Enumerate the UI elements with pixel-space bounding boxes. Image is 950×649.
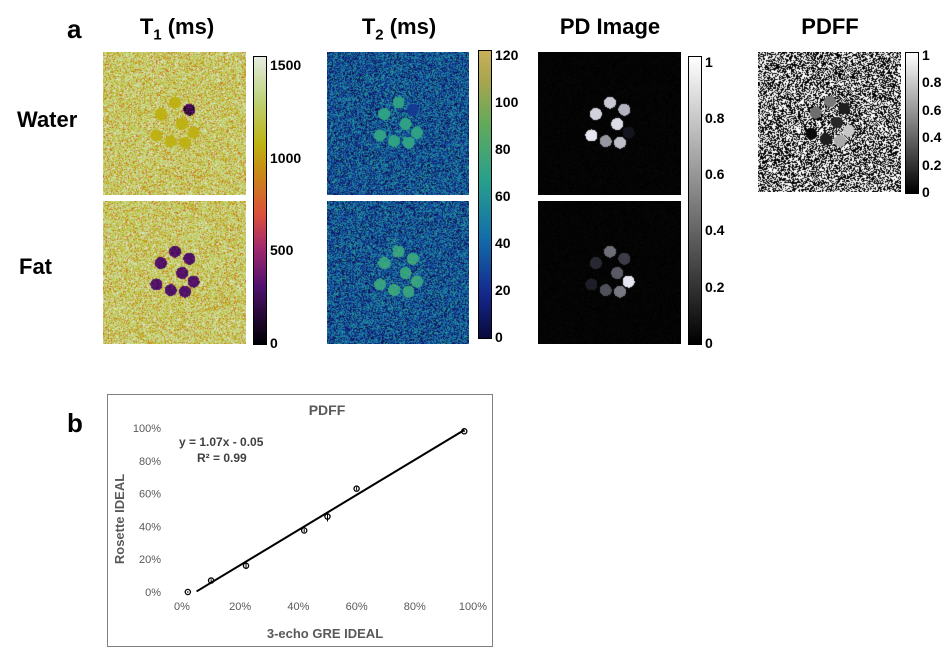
pd-colorbar-tick-label: 0.8 <box>705 109 725 126</box>
point-marker <box>353 485 360 492</box>
pd-colorbar-tick-label: 0.2 <box>705 278 725 295</box>
pdff-colorbar-tick-label: 0.6 <box>922 101 942 118</box>
t1-fat-map <box>103 201 246 344</box>
data-point <box>353 485 360 492</box>
data-point <box>300 527 308 534</box>
x-axis-label: 3-echo GRE IDEAL <box>267 626 383 641</box>
pdff-map <box>758 52 901 192</box>
y-axis-label: Rosette IDEAL <box>112 474 127 564</box>
col-title-pd: PD Image <box>559 14 661 39</box>
pdff-colorbar-tick-label: 1 <box>922 46 930 63</box>
t2-colorbar-tick-label: 80 <box>495 140 511 157</box>
x-tick-label: 80% <box>404 601 426 613</box>
data-point <box>184 588 192 596</box>
t1-colorbar-tick-label: 1000 <box>270 149 302 166</box>
t2-colorbar-tick-label: 40 <box>495 234 511 251</box>
t2-water-map <box>327 52 469 195</box>
data-point <box>207 577 215 584</box>
row-label-fat: Fat <box>19 254 52 279</box>
pdff-scatter-chart: PDFF y = 1.07x - 0.05 R² = 0.99 3-echo G… <box>112 402 487 641</box>
pd-colorbar <box>688 56 702 345</box>
pd-fat-map <box>538 201 681 344</box>
col-title-pdff: PDFF <box>801 14 859 39</box>
x-tick-label: 100% <box>459 601 487 613</box>
y-tick-label: 40% <box>139 521 161 533</box>
y-tick-label: 0% <box>145 587 161 599</box>
fit-equation: y = 1.07x - 0.05 <box>179 435 264 449</box>
t1-colorbar-tick-label: 0 <box>270 335 278 351</box>
pd-colorbar-tick-label: 1 <box>705 53 713 70</box>
pd-water-map <box>538 52 681 195</box>
x-tick-label: 0% <box>174 601 190 613</box>
data-point <box>461 428 468 435</box>
t2-colorbar <box>478 50 492 339</box>
fit-line <box>196 429 465 593</box>
pdff-colorbar-tick-label: 0.4 <box>922 129 942 146</box>
t2-colorbar-tick-label: 100 <box>495 93 519 110</box>
chart-frame <box>107 394 493 647</box>
t1-colorbar-tick-label: 500 <box>270 242 294 259</box>
pd-colorbar-tick-label: 0 <box>705 335 713 351</box>
x-tick-label: 20% <box>229 601 251 613</box>
x-tick-label: 60% <box>346 601 368 613</box>
point-marker <box>461 428 468 435</box>
t2-colorbar-tick-label: 20 <box>495 281 511 298</box>
t2-colorbar-tick-label: 0 <box>495 329 503 345</box>
point-marker <box>184 588 192 596</box>
col-title-t2: T2 (ms) <box>361 14 437 44</box>
chart-title: PDFF <box>309 402 346 418</box>
pd-colorbar-tick-label: 0.4 <box>705 222 725 239</box>
t1-colorbar-tick-label: 1500 <box>270 57 302 74</box>
pdff-colorbar <box>905 52 919 194</box>
point-marker <box>300 527 308 534</box>
t2-colorbar-tick-label: 60 <box>495 187 511 204</box>
point-marker <box>207 577 215 584</box>
r-squared: R² = 0.99 <box>197 451 247 465</box>
panel-label-a: a <box>67 14 82 44</box>
col-title-t1: T1 (ms) <box>139 14 215 44</box>
x-tick-label: 40% <box>287 601 309 613</box>
t1-colorbar <box>253 56 267 345</box>
y-tick-label: 20% <box>139 554 161 566</box>
y-tick-label: 80% <box>139 456 161 468</box>
point-marker <box>242 562 250 570</box>
y-tick-label: 100% <box>133 423 161 435</box>
panel-label-b: b <box>67 408 83 438</box>
pdff-colorbar-tick-label: 0 <box>922 184 930 200</box>
pdff-colorbar-tick-label: 0.8 <box>922 74 942 91</box>
t2-fat-map <box>327 201 469 344</box>
data-point <box>324 511 331 522</box>
pd-colorbar-tick-label: 0.6 <box>705 166 725 183</box>
point-marker <box>324 513 331 520</box>
row-label-water: Water <box>17 107 78 132</box>
y-tick-label: 60% <box>139 489 161 501</box>
t1-water-map <box>103 52 246 195</box>
t2-colorbar-tick-label: 120 <box>495 46 519 63</box>
pdff-colorbar-tick-label: 0.2 <box>922 156 942 173</box>
data-point <box>242 562 250 570</box>
